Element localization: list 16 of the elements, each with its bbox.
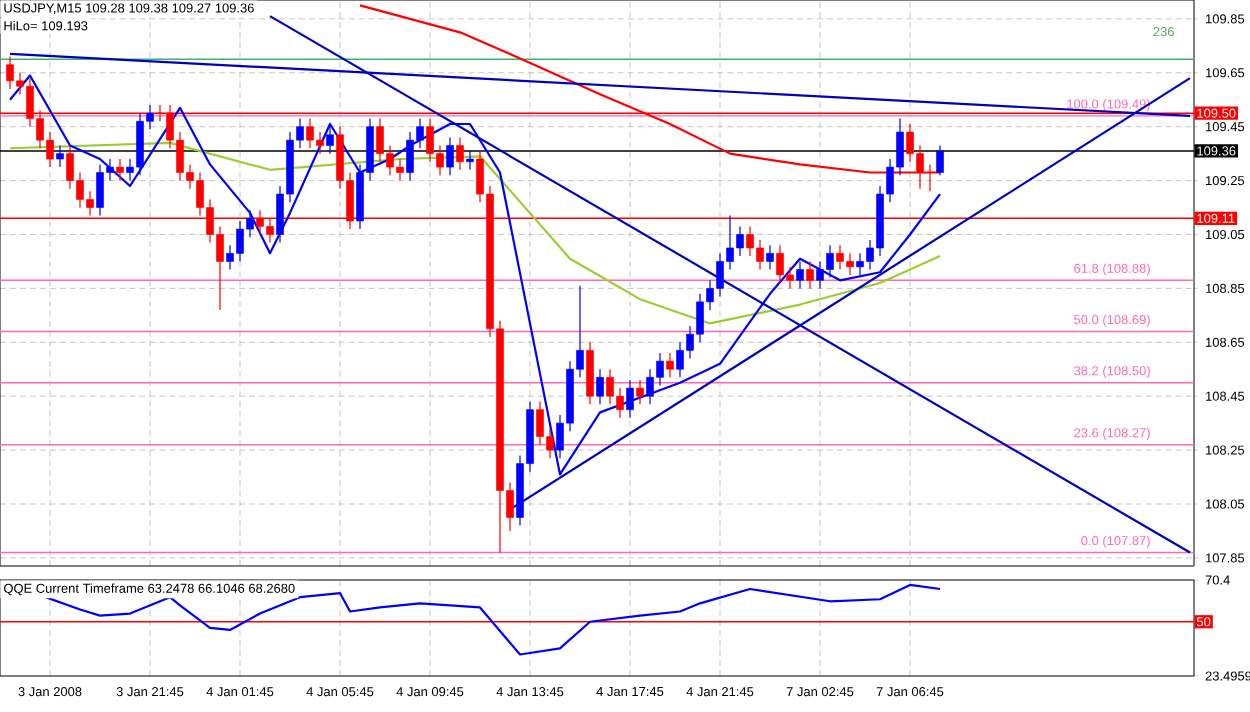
candlestick	[766, 244, 774, 271]
line-series	[8, 74, 942, 476]
candlestick	[456, 136, 464, 171]
candlestick	[116, 158, 124, 182]
candlestick	[326, 126, 334, 155]
candlestick	[666, 352, 674, 378]
candlestick	[56, 144, 64, 168]
candlestick	[636, 379, 644, 405]
candlestick	[806, 260, 814, 289]
candlestick	[796, 260, 804, 289]
candlestick	[596, 368, 604, 405]
candlestick	[466, 150, 474, 171]
candlestick	[626, 379, 634, 419]
candlestick	[586, 341, 594, 405]
candlestick	[446, 136, 454, 176]
candlestick	[936, 144, 944, 176]
